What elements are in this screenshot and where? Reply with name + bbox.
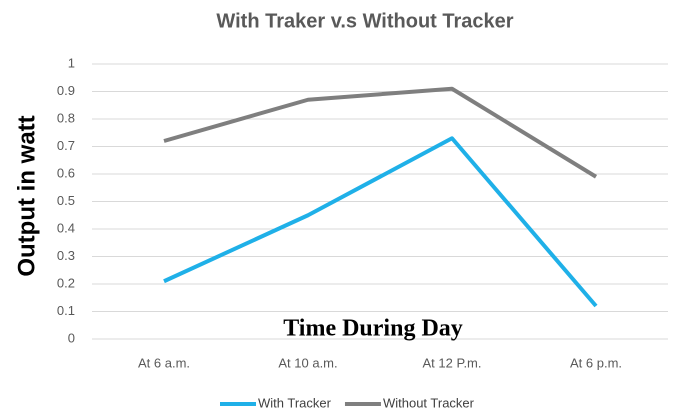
x-axis-label: Time During Day [283,316,463,342]
y-tick-label: 0.7 [57,138,75,153]
y-tick-label: 0.8 [57,110,75,125]
y-tick-label: 0.6 [57,165,75,180]
legend-label: With Tracker [258,395,332,410]
x-tick-label: At 6 a.m. [138,355,190,370]
x-tick-label: At 6 p.m. [570,355,622,370]
y-tick-label: 0 [68,330,75,345]
y-tick-label: 0.2 [57,275,75,290]
series-line [163,86,598,179]
y-tick-label: 0.4 [57,220,75,235]
legend-label: Without Tracker [383,395,475,410]
y-tick-label: 0.5 [57,193,75,208]
y-tick-label: 0.3 [57,248,75,263]
series-line [163,136,598,308]
y-axis-label: Output in watt [13,115,40,276]
x-tick-label: At 10 a.m. [278,355,337,370]
x-tick-label: At 12 P.m. [422,355,481,370]
chart-title: With Traker v.s Without Tracker [216,10,513,32]
y-tick-label: 0.9 [57,83,75,98]
y-tick-label: 1 [68,55,75,70]
y-tick-label: 0.1 [57,303,75,318]
